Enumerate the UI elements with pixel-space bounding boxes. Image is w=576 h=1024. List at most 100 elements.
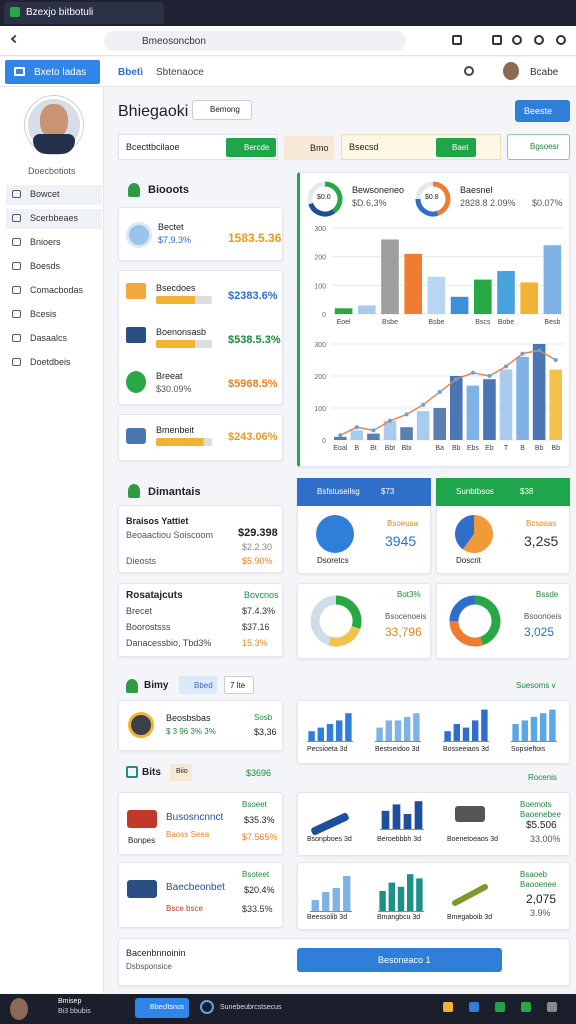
nav-link[interactable]: Bbetì [118, 67, 143, 78]
new-tab[interactable] [148, 6, 158, 18]
menu-item[interactable]: Bnioers [30, 237, 61, 247]
button-label[interactable]: Baet [452, 143, 469, 152]
menu-item[interactable]: Dasaalcs [30, 333, 68, 343]
tray-icon[interactable] [443, 1002, 453, 1012]
search-button[interactable] [226, 138, 276, 157]
pie-slice [462, 515, 493, 553]
search-label: Bcecttbcilaoe [126, 142, 180, 152]
field-label: Bsecsd [349, 142, 379, 152]
menu-item[interactable]: Doetdbeis [30, 357, 71, 367]
footer-button[interactable] [297, 948, 502, 972]
rating [156, 296, 212, 304]
tray-icon[interactable] [521, 1002, 531, 1012]
toolbar-icon[interactable] [512, 35, 522, 45]
menu-item[interactable]: Scerbbeaes [30, 213, 79, 223]
menu-item[interactable]: Bcesis [30, 309, 57, 319]
menu-icon [12, 262, 21, 270]
row-label: Beoaactiou Soiscoom [126, 530, 214, 540]
item-icon [126, 283, 146, 299]
chip-label[interactable]: Bmo [310, 143, 329, 153]
mini-bar [406, 874, 414, 912]
user-name[interactable]: Bcabe [530, 67, 559, 78]
item-icon [126, 327, 146, 343]
toolbar-icon[interactable] [534, 35, 544, 45]
search-icon[interactable] [464, 66, 474, 76]
app-button[interactable] [5, 60, 100, 84]
tray-icon[interactable] [469, 1002, 479, 1012]
taskbar-sub: Bi3 bbubis [58, 1008, 91, 1015]
section-link[interactable]: Rocenis [528, 773, 557, 782]
donut-segment [474, 595, 501, 646]
row-value: 15.3% [242, 638, 268, 648]
chip-label[interactable]: Biio [176, 768, 188, 775]
tab[interactable] [179, 676, 217, 694]
dropdown[interactable] [192, 100, 252, 120]
dropdown-label[interactable]: Bemong [210, 105, 240, 114]
menu-highlight[interactable] [6, 209, 102, 229]
toolbar-icon[interactable] [556, 35, 566, 45]
card-value: $20.4% [244, 885, 275, 895]
nav-link[interactable]: Sbtenaoce [156, 67, 204, 78]
address-text[interactable]: Bmeosoncbon [142, 36, 206, 47]
donut-segment [307, 181, 326, 205]
menu-icon [12, 214, 21, 222]
panel-value: 33,796 [385, 625, 422, 639]
card-sub: Bsce bsce [166, 904, 203, 913]
item-name: Bmenbeit [156, 425, 195, 435]
app-button-label[interactable]: Bxeto ladas [34, 67, 87, 78]
mini-bar [381, 810, 390, 830]
tab [4, 2, 164, 24]
tab-label[interactable]: Bbed [194, 681, 213, 690]
taskbar [0, 994, 576, 1024]
menu-highlight[interactable] [6, 185, 102, 205]
chart [449, 595, 501, 647]
product-value: 1583.5.36 [228, 231, 282, 245]
line-point [520, 351, 525, 356]
tab-label[interactable]: 7 lte [230, 681, 246, 690]
field-button[interactable] [436, 138, 476, 157]
chip[interactable] [170, 764, 192, 781]
primary-button[interactable] [515, 100, 570, 122]
toolbar-icon[interactable] [452, 35, 462, 45]
stat-value: $D.6,3% [352, 198, 387, 208]
card-value: Bovcnos [244, 590, 279, 600]
taskbar-app-label[interactable]: Bbecltsnos [150, 1004, 185, 1011]
section-title: Dimantais [148, 486, 201, 498]
bar [404, 253, 423, 314]
chip[interactable] [284, 136, 334, 160]
x-tick-label: Eb [485, 445, 494, 452]
y-tick-label: 200 [314, 255, 326, 262]
card-tag: Sosb [254, 713, 273, 722]
tray-icon[interactable] [547, 1002, 557, 1012]
primary-button-label[interactable]: Beeste [524, 106, 553, 116]
button-label[interactable]: Bgsoesr [530, 142, 560, 151]
pie-slice [316, 515, 354, 553]
panel-badge: $38 [520, 487, 534, 496]
panel-name: Bsoonoeis [524, 612, 562, 621]
taskbar-window[interactable]: Sunebeubrcstsecus [220, 1004, 282, 1011]
panel-badge: $73 [381, 487, 395, 496]
button-label[interactable]: Bercde [244, 143, 270, 152]
toolbar-icon[interactable] [492, 35, 502, 45]
tab-title[interactable]: Bzexjo bitbotuli [26, 7, 94, 18]
outline-button[interactable] [507, 134, 570, 160]
address-bar[interactable] [104, 31, 406, 51]
menu-item[interactable]: Boesds [30, 261, 61, 271]
menu-item[interactable]: Bowcet [30, 189, 60, 199]
footer-button-label[interactable]: Besoneaco 1 [378, 955, 431, 965]
line-point [388, 418, 392, 423]
bar [350, 430, 364, 440]
item-label: Bsonpboes 3d [307, 836, 352, 843]
menu-item[interactable]: Comacbodas [30, 285, 84, 295]
task-app[interactable] [135, 998, 189, 1018]
section-link[interactable]: Suesoms v [516, 681, 556, 690]
item-name: Breeat [156, 371, 183, 381]
row-label: Dieosts [126, 556, 157, 566]
row-value: $5.90% [242, 556, 273, 566]
item-value: $538.5.3% [228, 334, 281, 346]
x-tick-label: Bb [452, 445, 461, 452]
tray-icon[interactable] [495, 1002, 505, 1012]
tab[interactable] [224, 676, 254, 694]
task-icon[interactable] [200, 1000, 214, 1014]
mini-bar [345, 713, 352, 742]
